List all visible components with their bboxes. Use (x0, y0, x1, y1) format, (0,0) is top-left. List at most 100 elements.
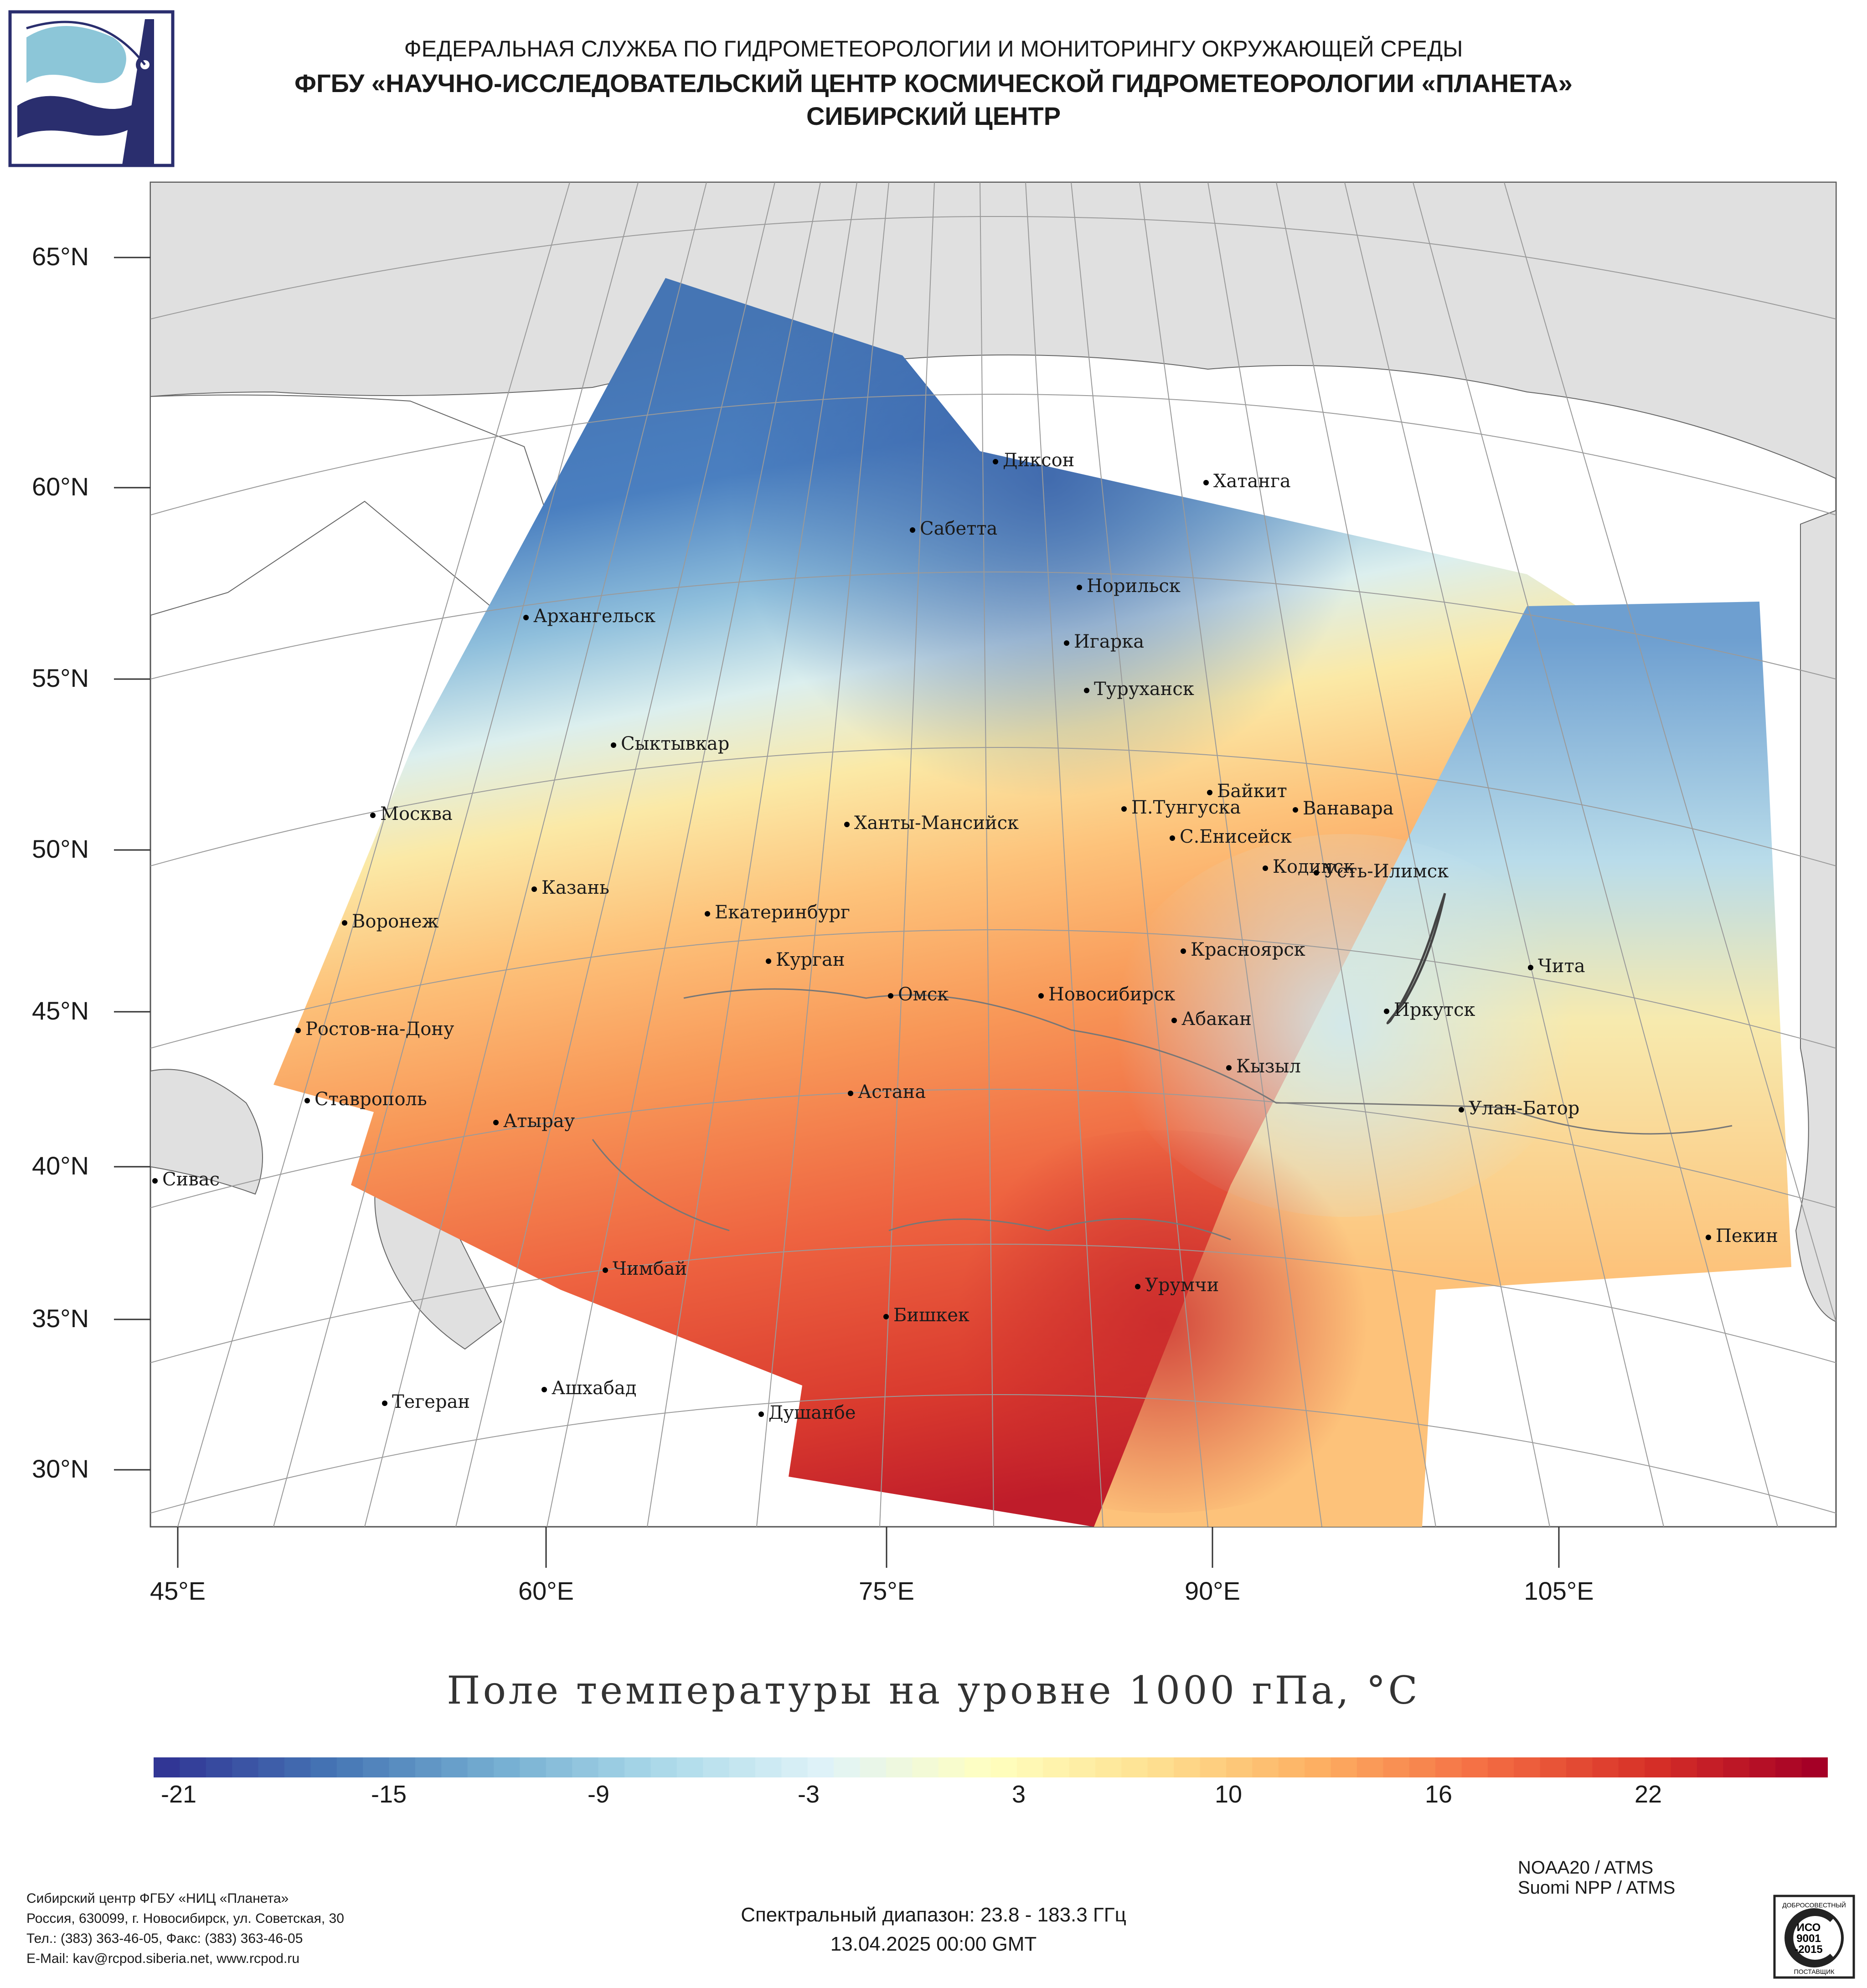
colorbar-segment (703, 1757, 730, 1777)
city-dot (1459, 1107, 1464, 1112)
badge-code: -2015 (1795, 1943, 1822, 1956)
city-name: С.Енисейск (1180, 826, 1292, 847)
colorbar-segment (1749, 1757, 1776, 1777)
hot-patch-overlay (889, 1130, 1436, 1513)
lat-label: 50°N (32, 834, 89, 863)
city-dot (531, 886, 537, 892)
city-name: Курган (776, 949, 845, 970)
lat-label: 30°N (32, 1454, 89, 1483)
city-dot (1226, 1065, 1232, 1071)
colorbar-segment (1147, 1757, 1175, 1777)
city-dot (611, 742, 616, 748)
colorbar-segment (860, 1757, 887, 1777)
city-dot (1084, 688, 1089, 693)
city-name: Сыктывкар (621, 733, 730, 754)
city-marker: Чимбай (603, 1260, 687, 1278)
city-marker: Туруханск (1084, 680, 1194, 698)
city-marker: Омск (888, 985, 949, 1004)
colorbar-segment (650, 1757, 677, 1777)
city-marker: Курган (766, 951, 845, 969)
colorbar-segment (1383, 1757, 1410, 1777)
city-name: Екатеринбург (715, 902, 850, 923)
city-marker: Тегеран (382, 1393, 470, 1411)
colorbar-segment (1069, 1757, 1096, 1777)
colorbar-title: Поле температуры на уровне 1000 гПа, °C (447, 1668, 1420, 1713)
lon-label: 60°E (518, 1576, 574, 1605)
colorbar-segment (1331, 1757, 1357, 1777)
colorbar-segment (310, 1757, 337, 1777)
agency-title: ФЕДЕРАЛЬНАЯ СЛУЖБА ПО ГИДРОМЕТЕОРОЛОГИИ … (404, 36, 1463, 62)
colorbar-tick: -3 (797, 1781, 820, 1808)
colorbar-segment (1514, 1757, 1541, 1777)
city-name: Ростов-на-Дону (305, 1019, 454, 1040)
city-dot (1170, 835, 1175, 841)
lat-label: 65°N (32, 242, 89, 271)
badge-top-text: ДОБРОСОВЕСТНЫЙ (1782, 1901, 1846, 1909)
colorbar-segment (729, 1757, 756, 1777)
footer-line: Сибирский центр ФГБУ «НИЦ «Планета» (26, 1891, 289, 1906)
city-dot (1706, 1235, 1711, 1240)
colorbar-segment (467, 1757, 495, 1777)
city-marker: Пекин (1706, 1227, 1778, 1245)
colorbar-tick: -15 (371, 1781, 407, 1808)
city-dot (493, 1120, 499, 1125)
axis-ticks (114, 257, 1560, 1568)
colorbar-segment (494, 1757, 521, 1777)
institute-title: ФГБУ «НАУЧНО-ИССЛЕДОВАТЕЛЬСКИЙ ЦЕНТР КОС… (294, 69, 1573, 98)
city-marker: Ханты-Мансийск (844, 814, 1019, 832)
lat-label: 55°N (32, 664, 89, 692)
lake-baikal (1386, 893, 1446, 1025)
city-marker: Урумчи (1135, 1276, 1219, 1294)
city-name: Норильск (1087, 576, 1181, 597)
city-marker: Астана (848, 1083, 926, 1101)
colorbar-segment (389, 1757, 416, 1777)
lat-label: 60°N (32, 472, 89, 501)
city-marker: Иркутск (1384, 1001, 1475, 1019)
city-marker: Душанбе (758, 1404, 856, 1422)
city-dot (1263, 865, 1268, 871)
arctic-landmass (150, 182, 1836, 479)
city-name: Атырау (503, 1111, 575, 1132)
city-name: Сабетта (920, 518, 998, 539)
city-name: Пекин (1716, 1226, 1778, 1246)
city-name: Новосибирск (1048, 984, 1176, 1005)
city-dot (1077, 585, 1082, 590)
city-marker: Сыктывкар (611, 735, 729, 753)
colorbar-segment (1016, 1757, 1044, 1777)
city-dot (993, 459, 998, 464)
temperature-map (114, 181, 1837, 1568)
colorbar-tick: 3 (1011, 1781, 1026, 1808)
city-dot (1171, 1018, 1177, 1023)
city-name: Омск (898, 984, 949, 1005)
colorbar-segment (755, 1757, 782, 1777)
lon-label: 90°E (1184, 1576, 1241, 1605)
city-name: П.Тунгуска (1131, 797, 1241, 818)
colorbar-segment (624, 1757, 651, 1777)
city-dot (523, 615, 529, 620)
colorbar-segment (546, 1757, 573, 1777)
cold-core-overlay (273, 278, 1577, 1527)
city-marker: Ашхабад (542, 1379, 636, 1397)
city-marker: Архангельск (523, 607, 655, 625)
city-marker: Ставрополь (304, 1090, 427, 1108)
city-dot (1314, 870, 1319, 876)
city-marker: Казань (531, 879, 609, 897)
city-name: Игарка (1074, 631, 1145, 652)
colorbar-segment (1305, 1757, 1331, 1777)
city-name: Усть-Илимск (1324, 861, 1449, 882)
city-marker: Новосибирск (1038, 985, 1175, 1004)
colorbar-segment (258, 1757, 285, 1777)
city-marker: Ванавара (1293, 799, 1394, 818)
city-dot (382, 1401, 387, 1406)
graticule-meridians (177, 182, 1836, 1527)
city-dot (888, 993, 893, 999)
city-marker: Усть-Илимск (1314, 862, 1449, 881)
city-dot (844, 822, 850, 827)
footer-line: E-Mail: kav@rcpod.siberia.net, www.rcpod… (26, 1951, 300, 1966)
graticule-parallels (150, 216, 1836, 1514)
lat-label: 40°N (32, 1151, 89, 1180)
city-dot (910, 527, 915, 533)
colorbar-segment (1356, 1757, 1384, 1777)
badge-bottom-text: ПОСТАВЩИК (1794, 1968, 1835, 1975)
city-name: Бишкек (893, 1305, 970, 1326)
